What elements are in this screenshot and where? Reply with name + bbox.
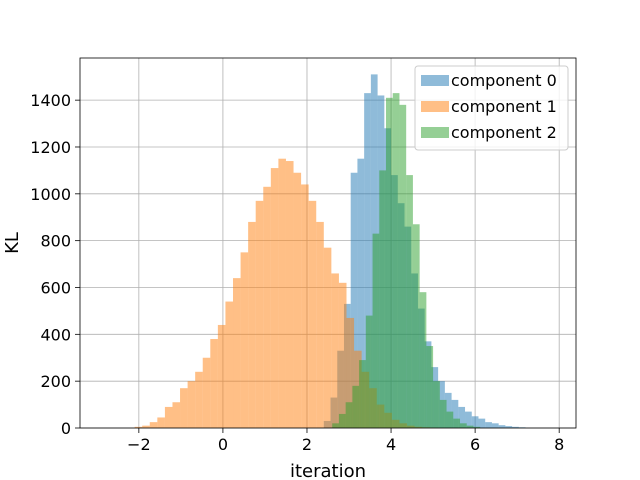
histogram-bar [149, 422, 158, 428]
histogram-bar [365, 315, 373, 428]
histogram-bar [293, 172, 302, 428]
histogram-bar [338, 413, 346, 428]
histogram-bar [338, 282, 347, 428]
histogram-bars [134, 74, 526, 429]
histogram-bar [364, 93, 371, 428]
legend: component 0 component 1 component 2 [414, 65, 569, 151]
y-tick-label: 400 [40, 325, 71, 344]
histogram-bar [444, 392, 452, 428]
histogram-bar [386, 97, 393, 429]
histogram-bar [439, 399, 447, 428]
histogram-bar [453, 418, 460, 428]
histogram-bar [263, 186, 271, 428]
histogram-bar [491, 423, 499, 428]
y-tick-label: 1400 [30, 91, 71, 110]
legend-label: component 0 [451, 71, 557, 90]
histogram-bar [172, 402, 181, 428]
x-tick-label: −2 [127, 435, 151, 454]
histogram-bar [225, 301, 234, 428]
y-tick-label: 600 [40, 278, 71, 297]
histogram-bar [399, 104, 407, 428]
histogram-bar [379, 170, 387, 428]
histogram-bar [471, 416, 479, 428]
histogram-bar [459, 423, 467, 428]
y-tick-label: 1200 [30, 138, 71, 157]
y-axis-label: KL [2, 232, 23, 254]
y-tick-label: 800 [40, 232, 71, 251]
axis-ticks: −2 0 2 4 6 8 0 200 400 600 800 1000 1200 1400 [30, 91, 564, 454]
histogram-bar [278, 158, 286, 428]
histogram-bar [485, 422, 492, 428]
histogram-bar [350, 172, 358, 428]
histogram-bar [433, 381, 440, 428]
histogram-bar [419, 292, 427, 428]
histogram-bar [357, 158, 365, 428]
histogram-bar [248, 221, 256, 428]
histogram-bar [352, 385, 360, 428]
histogram-bar [308, 200, 317, 428]
histogram-bar [323, 247, 332, 428]
y-tick-label: 0 [61, 419, 71, 438]
histogram-bar [202, 357, 211, 428]
histogram-bar [233, 278, 241, 428]
histogram-bar [157, 417, 165, 428]
histogram-bar [331, 273, 339, 428]
histogram-bar [316, 221, 324, 428]
x-tick-label: 2 [302, 435, 312, 454]
histogram-bar [412, 224, 420, 428]
histogram-bar [332, 423, 339, 428]
histogram-bar [473, 426, 481, 428]
histogram-bar [180, 388, 188, 428]
histogram-bar [451, 399, 459, 428]
histogram-bar [446, 411, 454, 428]
legend-swatch [421, 127, 449, 138]
histogram-bar [240, 252, 249, 428]
histogram-bar [301, 184, 309, 428]
histogram-bar [406, 175, 413, 428]
legend-swatch [421, 101, 449, 112]
histogram-bar [392, 93, 400, 428]
histogram-bar [512, 426, 519, 428]
histogram-bar [359, 360, 366, 428]
x-tick-label: 4 [386, 435, 396, 454]
histogram-bar [195, 371, 203, 428]
y-tick-label: 200 [40, 372, 71, 391]
legend-box [414, 65, 569, 151]
histogram-bar [466, 425, 474, 428]
histogram-bar [345, 402, 353, 428]
histogram-bar [134, 426, 143, 428]
x-axis-label: iteration [290, 461, 366, 480]
series-2-bars [332, 93, 481, 429]
histogram-bar [210, 339, 218, 428]
histogram-bar [142, 425, 150, 428]
histogram-bar [372, 233, 380, 428]
legend-label: component 1 [451, 97, 557, 116]
plot-frame [79, 57, 577, 429]
histogram-bar [478, 418, 486, 428]
histogram-bar [465, 411, 472, 428]
x-tick-label: 0 [218, 435, 228, 454]
histogram-bar [187, 381, 196, 428]
histogram-bar [255, 200, 264, 428]
y-tick-label: 1000 [30, 185, 71, 204]
legend-label: component 2 [451, 123, 557, 142]
histogram-bar [498, 425, 506, 428]
histogram-bar [426, 346, 434, 428]
x-tick-label: 6 [470, 435, 480, 454]
histogram-bar [458, 406, 466, 428]
histogram-bar [285, 161, 294, 429]
histogram-bar [346, 317, 355, 428]
histogram-bar [164, 406, 173, 428]
legend-swatch [421, 75, 449, 86]
histogram-bar [505, 426, 513, 428]
x-tick-label: 8 [554, 435, 564, 454]
histogram-bar [217, 324, 226, 428]
histogram-bar [270, 168, 279, 428]
